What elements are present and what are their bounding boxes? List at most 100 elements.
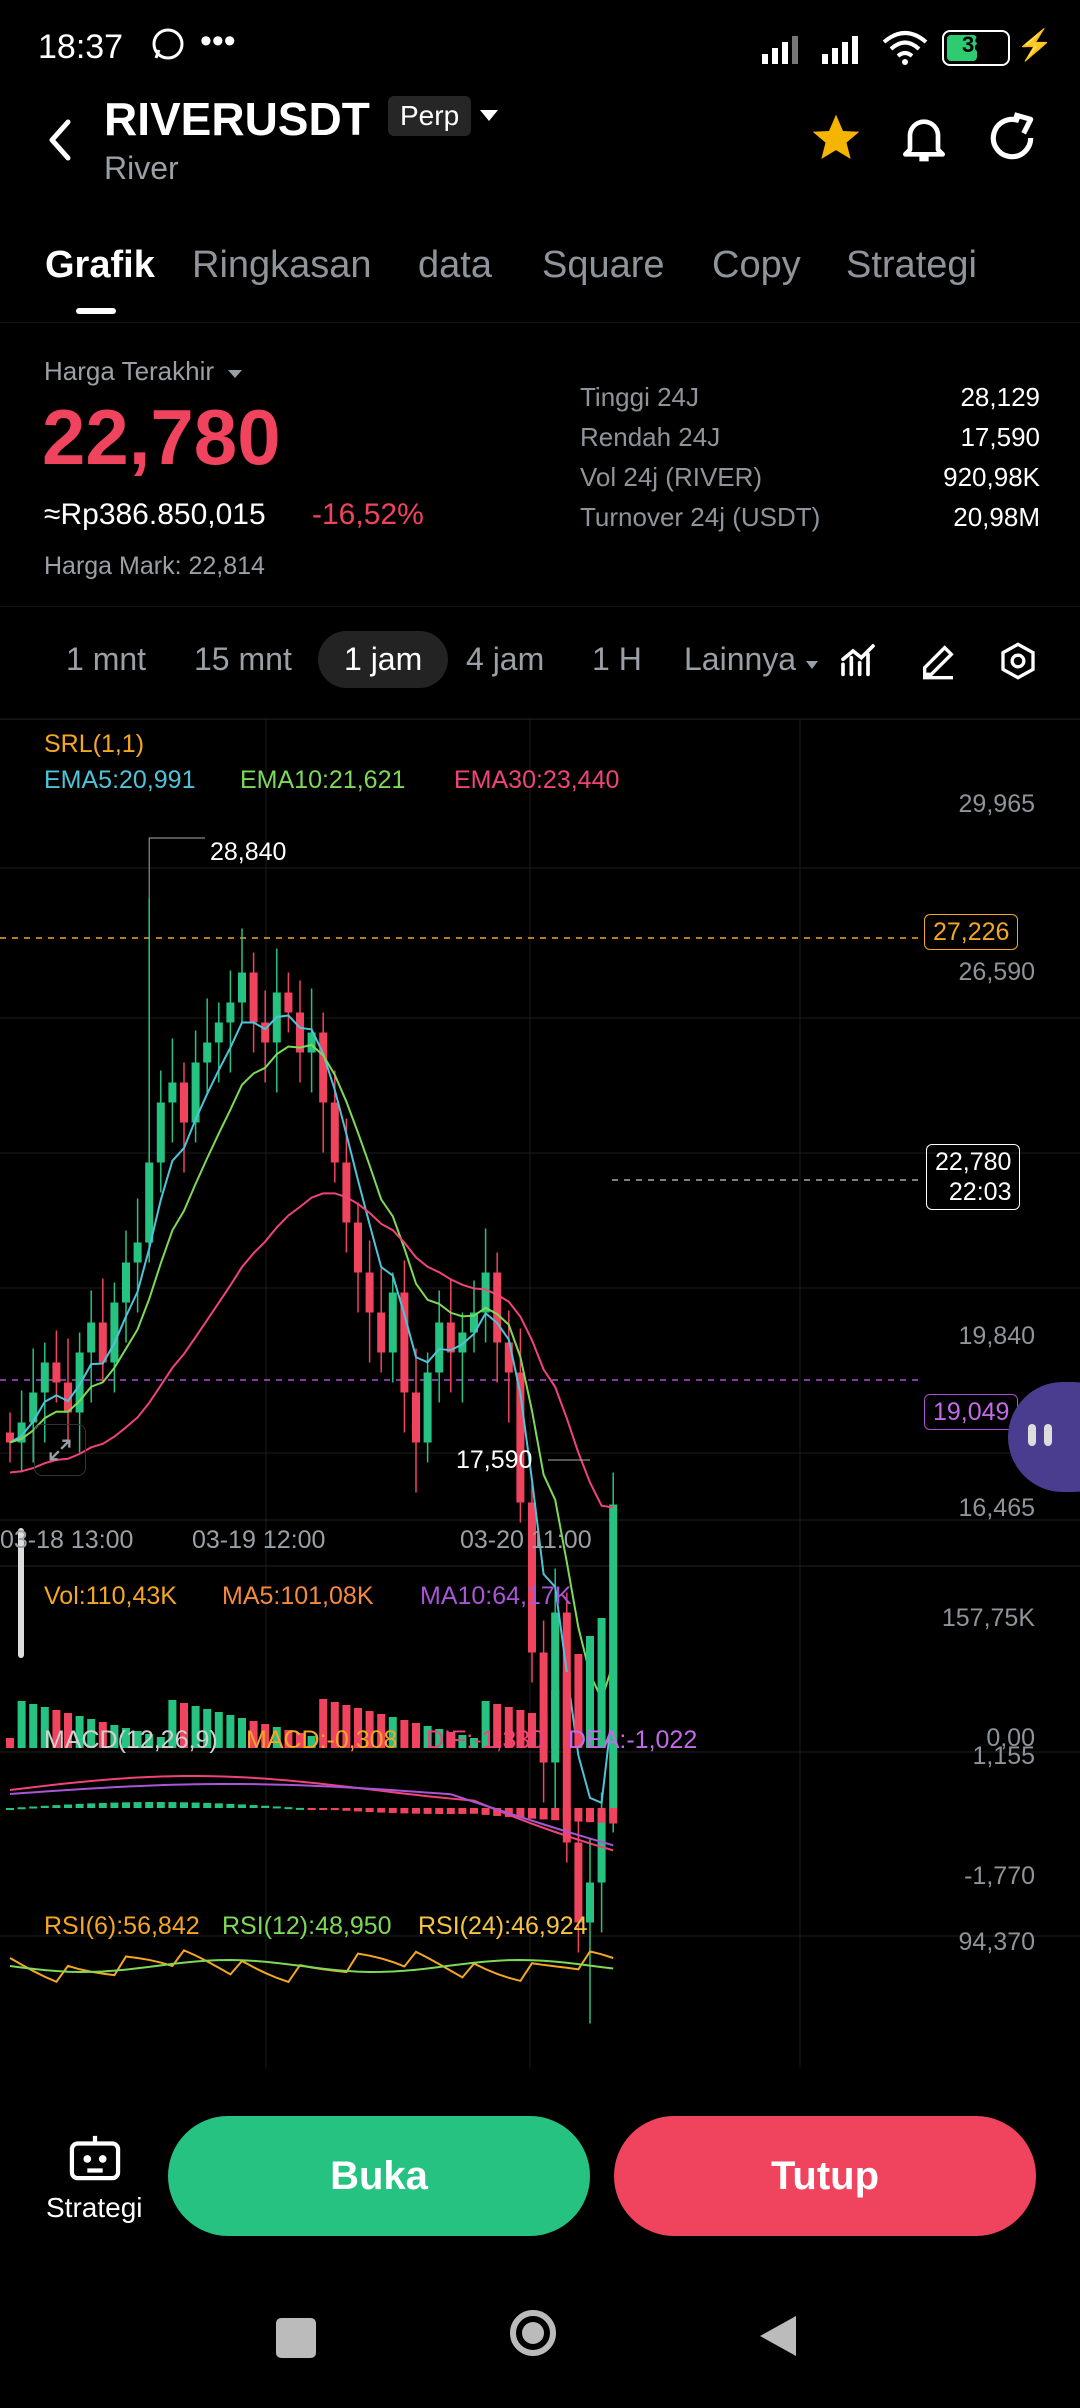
share-icon[interactable] [984, 110, 1040, 171]
star-icon[interactable] [808, 110, 864, 171]
macd-bar [446, 1808, 455, 1814]
candle-body [17, 1422, 26, 1443]
candle-countdown: 22:03 [948, 1178, 1012, 1206]
strategy-robot-icon[interactable] [66, 2132, 124, 2187]
rsi-top-label: 94,370 [958, 1928, 1035, 1956]
candle-body [122, 1262, 130, 1303]
macd-bar [203, 1802, 212, 1808]
macd-bar [133, 1802, 142, 1808]
wifi-icon [880, 28, 930, 73]
volume-bar [388, 1717, 397, 1748]
volume-bar [400, 1720, 409, 1748]
last-price: 22,780 [42, 393, 281, 481]
ema10-legend: EMA10:21,621 [240, 766, 406, 794]
symbol-title[interactable]: RIVERUSDT [104, 93, 370, 145]
bell-icon[interactable] [896, 110, 952, 171]
candle-body [249, 972, 258, 1023]
tab-ringkasan[interactable]: Ringkasan [192, 244, 372, 286]
volume-bar [609, 1600, 618, 1748]
macd-bar [272, 1806, 281, 1809]
chart-area[interactable]: SRL(1,1) EMA5:20,991 EMA10:21,621 EMA30:… [0, 718, 1080, 2068]
x-label: 03-19 12:00 [192, 1526, 326, 1554]
y-label: 26,590 [958, 958, 1035, 986]
stat-label: Vol 24j (RIVER) [580, 462, 763, 492]
expand-chart-button[interactable] [34, 1424, 86, 1476]
draw-icon[interactable] [918, 641, 958, 686]
tab-copy[interactable]: Copy [712, 244, 801, 286]
macd-bar [412, 1808, 420, 1814]
interval-more[interactable]: Lainnya [684, 641, 819, 678]
recent-apps-icon[interactable] [276, 2318, 316, 2358]
rsi6-legend: RSI(6):56,842 [44, 1912, 200, 1940]
home-icon[interactable] [510, 2310, 556, 2356]
candle-body [203, 1042, 212, 1063]
tab-square[interactable]: Square [542, 244, 665, 286]
stat-value: 920,98K [943, 462, 1040, 492]
macd-bar [342, 1808, 351, 1811]
stat-row: Turnover 24j (USDT) 20,98M [580, 502, 1040, 542]
ema5-line [9, 1014, 615, 1805]
rsi6-line [9, 1949, 614, 1984]
stat-row: Rendah 24J 17,590 [580, 422, 1040, 462]
interval-15m[interactable]: 15 mnt [194, 641, 292, 677]
candle-body [261, 1022, 270, 1043]
indicator-icon[interactable] [838, 641, 878, 686]
volume-bar [249, 1721, 258, 1748]
macd-bar [52, 1805, 61, 1808]
macd-top-label: 1,155 [972, 1742, 1035, 1770]
macd-bar [75, 1803, 84, 1808]
y-label: 19,840 [958, 1322, 1035, 1350]
price-type-label: Harga Terakhir [44, 356, 215, 386]
candle-body [168, 1082, 177, 1103]
macd-bar [261, 1805, 270, 1808]
volume-bar [6, 1738, 14, 1748]
dif-value: DIF:-1,330 [426, 1726, 545, 1754]
volume-bar [145, 1734, 154, 1748]
symbol-dropdown-icon[interactable] [478, 108, 500, 129]
candle-body [40, 1362, 49, 1393]
low-marker-label: 17,590 [456, 1446, 533, 1474]
more-notifications-icon: ••• [200, 22, 236, 60]
macd-bar [307, 1808, 316, 1810]
macd-bar [330, 1808, 339, 1811]
volume-bar [29, 1704, 38, 1748]
interval-1h[interactable]: 1 jam [318, 631, 449, 688]
macd-bar [122, 1802, 130, 1808]
volume-bar [319, 1699, 328, 1748]
volume-bar [272, 1727, 281, 1748]
candle-body [6, 1432, 14, 1443]
srl-legend: SRL(1,1) [44, 730, 145, 758]
volume-bar [191, 1706, 200, 1748]
settings-icon[interactable] [998, 641, 1038, 686]
close-position-button[interactable]: Tutup [614, 2116, 1036, 2236]
charging-icon: ⚡ [1016, 29, 1054, 62]
candle-body [214, 1022, 223, 1043]
interval-1d[interactable]: 1 H [592, 641, 642, 677]
candlestick-chart[interactable] [0, 718, 1080, 2068]
tab-data[interactable]: data [418, 244, 492, 286]
volume-bar [539, 1716, 548, 1748]
strategy-label[interactable]: Strategi [46, 2192, 143, 2223]
back-nav-icon[interactable] [756, 2312, 800, 2365]
price-type-selector[interactable]: Harga Terakhir [44, 356, 243, 387]
candle-body [52, 1362, 61, 1383]
more-dropdown-icon [805, 661, 818, 669]
interval-4h[interactable]: 4 jam [466, 641, 545, 677]
tab-strategi[interactable]: Strategi [846, 244, 977, 286]
interval-1m[interactable]: 1 mnt [66, 641, 147, 677]
macd-bar [562, 1808, 571, 1821]
dea-line [9, 1783, 614, 1847]
x-label: 03-20 11:00 [460, 1526, 592, 1554]
system-nav-bar [0, 2248, 1080, 2408]
back-button[interactable] [40, 110, 80, 175]
macd-bar [156, 1802, 165, 1808]
tab-grafik[interactable]: Grafik [45, 244, 155, 286]
symbol-subtitle: River [104, 150, 179, 186]
candle-body [64, 1382, 72, 1413]
macd-bar [29, 1806, 38, 1809]
macd-value: MACD:-0,308 [246, 1726, 398, 1754]
candle-body [156, 1102, 165, 1163]
macd-bar [6, 1808, 14, 1810]
open-position-button[interactable]: Buka [168, 2116, 590, 2236]
candle-body [551, 1612, 560, 1763]
